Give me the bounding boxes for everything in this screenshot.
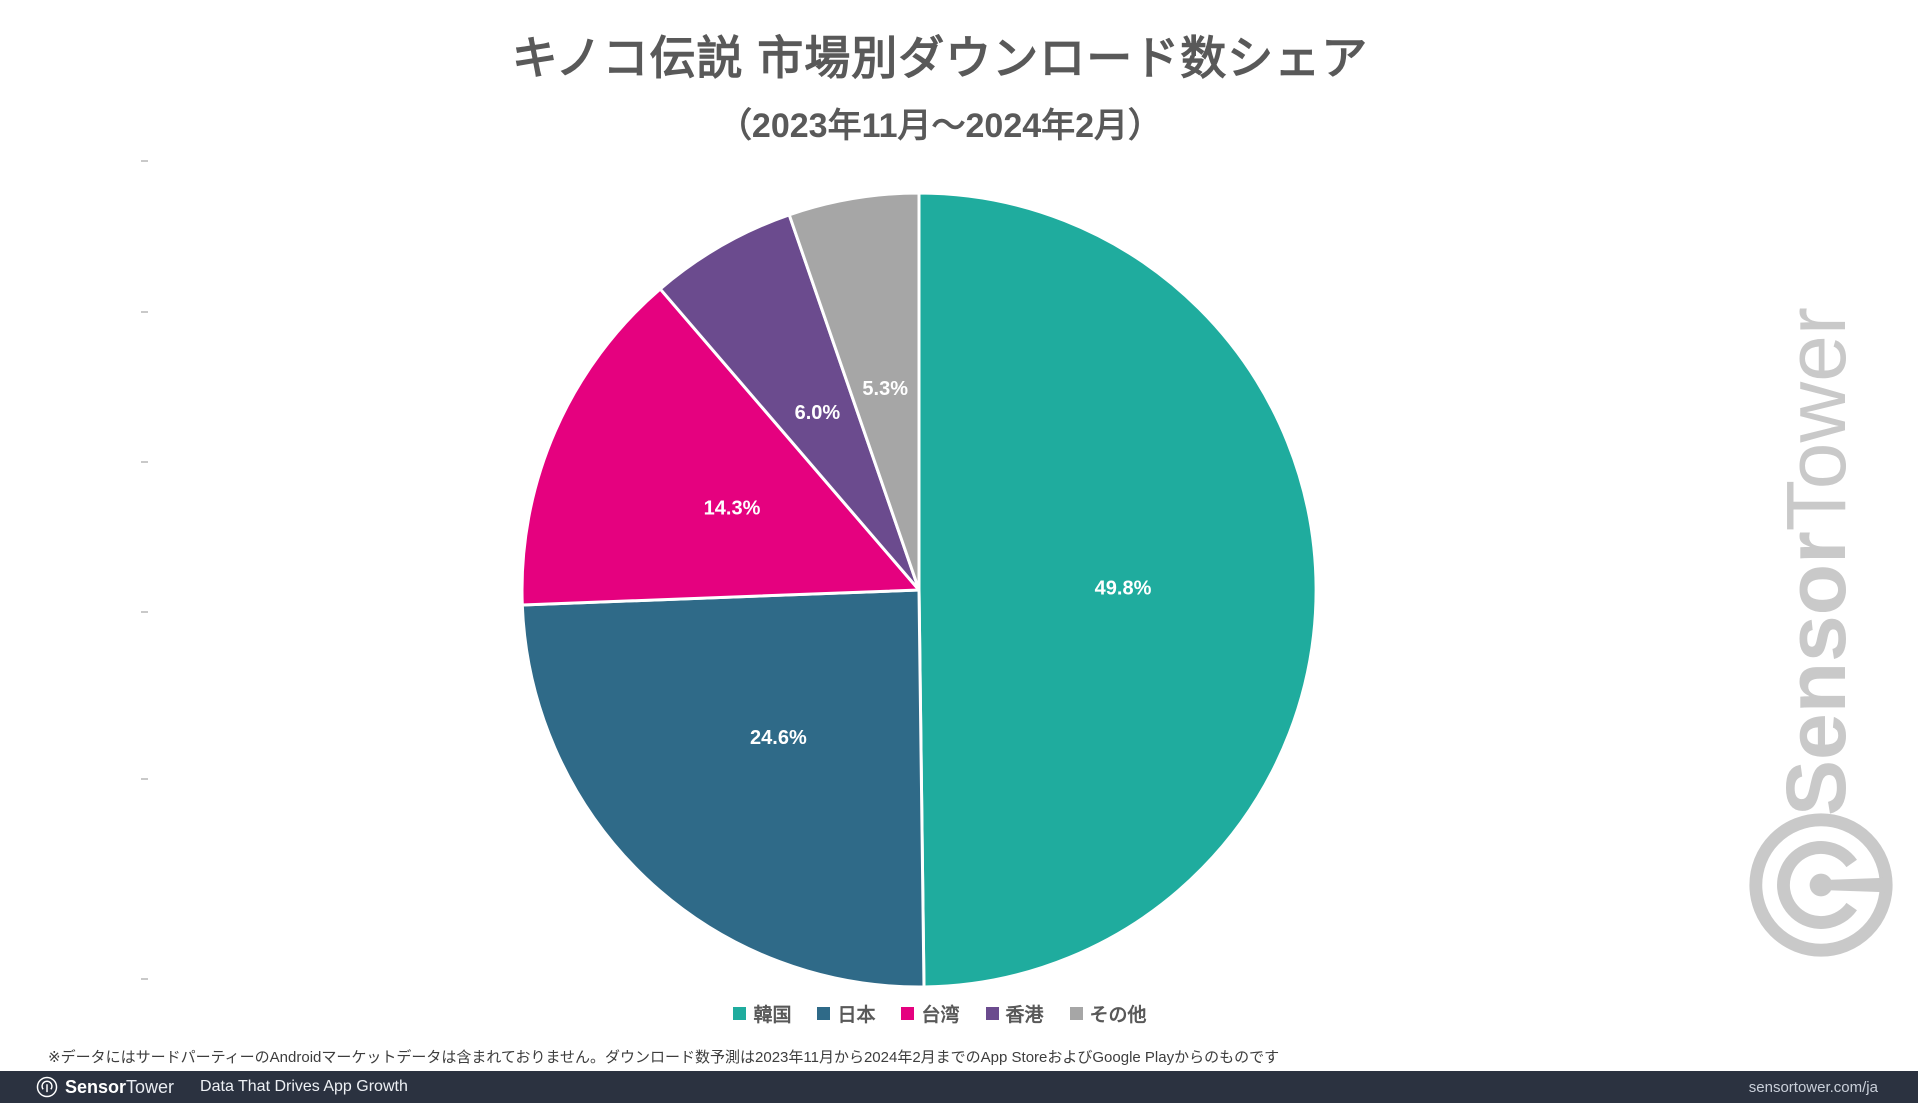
legend-label: 日本: [837, 1005, 876, 1026]
footer-brand-bold: Sensor: [65, 1076, 127, 1097]
legend-swatch: [985, 1007, 999, 1020]
sensor-tower-watermark-icon: [1749, 813, 1893, 957]
pie-data-label: 14.3%: [704, 497, 761, 519]
data-source-footnote: ※データにはサードパーティーのAndroidマーケットデータは含まれておりません…: [48, 1049, 1280, 1066]
legend-label: 香港: [1005, 1005, 1044, 1026]
legend-label: その他: [1089, 1005, 1147, 1026]
pie-slice-台湾: [520, 287, 921, 607]
axis-tick: [141, 311, 148, 313]
legend-swatch: [1069, 1007, 1083, 1020]
pie-data-label: 5.3%: [862, 378, 908, 400]
axis-tick: [141, 778, 148, 780]
legend-swatch: [817, 1007, 831, 1020]
watermark-brand: SensorTower: [1769, 307, 1863, 816]
sensor-tower-logo-icon: [36, 1076, 58, 1098]
legend-label: 韓国: [753, 1005, 792, 1026]
legend-item-3: 台湾: [901, 1000, 960, 1027]
watermark-brand-bold: Sensor: [1769, 531, 1863, 816]
footer-tagline: Data That Drives App Growth: [200, 1078, 408, 1095]
legend-item-2: 日本: [817, 1000, 875, 1027]
footer-url: sensortower.com/ja: [1748, 1078, 1878, 1096]
pie-chart: 49.8% 24.6% 14.3% 6.0% 5.3%: [520, 191, 1318, 989]
pie-data-label: 49.8%: [1095, 578, 1152, 600]
legend-item-1: 韓国: [733, 1000, 791, 1027]
axis-tick: [141, 461, 148, 463]
pie-slice-香港: [658, 213, 921, 592]
legend-label: 台湾: [921, 1005, 960, 1026]
chart-legend: 韓国 日本 台湾 香港 その他: [0, 1000, 1880, 1027]
chart-title: キノコ伝説 市場別ダウンロード数シェア: [511, 32, 1369, 84]
footer-brand: SensorTower: [65, 1077, 174, 1098]
pie-data-label: 24.6%: [750, 727, 807, 749]
pie-slice-日本: [520, 588, 926, 989]
legend-item-5: その他: [1069, 1000, 1147, 1027]
axis-tick: [141, 611, 148, 613]
pie-slice-その他: [787, 191, 921, 592]
legend-swatch: [733, 1007, 747, 1020]
watermark-brand-light: Tower: [1769, 307, 1863, 532]
footer-bar: SensorTower Data That Drives App Growth …: [0, 1071, 1918, 1103]
legend-item-4: 香港: [985, 1000, 1044, 1027]
pie-slice-韓国: [917, 191, 1318, 989]
axis-tick: [141, 160, 148, 162]
chart-subtitle: （2023年11月～2024年2月）: [717, 107, 1163, 145]
footer-brand-light: Tower: [126, 1076, 175, 1097]
axis-tick: [141, 978, 148, 980]
pie-data-label: 6.0%: [795, 402, 841, 424]
legend-swatch: [901, 1007, 915, 1020]
